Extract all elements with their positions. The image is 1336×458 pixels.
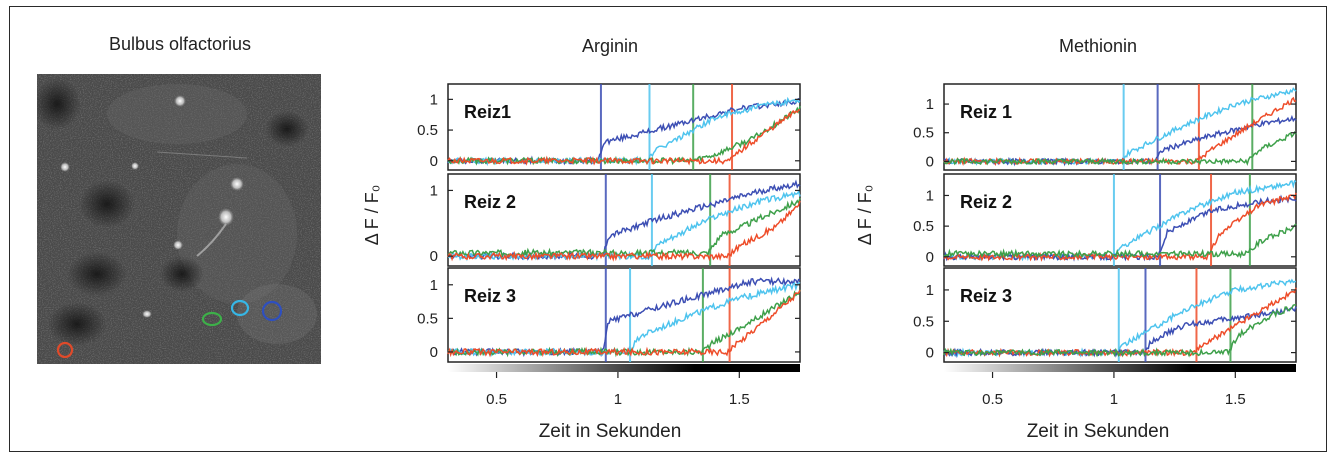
y-tick-label: 0 xyxy=(430,153,438,170)
roi-markers xyxy=(56,299,283,359)
y-tick-label: 1 xyxy=(926,187,934,204)
trace-green xyxy=(943,223,1297,259)
roi-cyan xyxy=(230,299,250,317)
x-tick-label: 0.5 xyxy=(982,391,1003,408)
panel-3: 0 0.5 1 Reiz 3 xyxy=(417,267,801,363)
panel-label: Reiz 2 xyxy=(464,192,516,212)
y-tick-label: 1 xyxy=(926,96,934,113)
x-tick-label: 1 xyxy=(614,391,622,408)
panel-frame xyxy=(447,83,801,171)
roi-blue xyxy=(261,300,283,322)
y-tick-label: 0 xyxy=(430,344,438,361)
trace-red xyxy=(447,289,801,358)
x-tick-label: 1.5 xyxy=(1225,391,1246,408)
y-tick-label: 1 xyxy=(430,91,438,108)
trace-red xyxy=(447,200,801,262)
trace-green xyxy=(943,303,1297,358)
panel-2: 0 1 Reiz 2 xyxy=(430,173,801,267)
panel-frame xyxy=(447,173,801,267)
y-tick-label: 0 xyxy=(926,345,934,362)
micrograph xyxy=(37,74,321,364)
y-tick-label: 0.5 xyxy=(913,125,934,142)
y-tick-label: 0 xyxy=(430,248,438,265)
panel-label: Reiz 3 xyxy=(464,286,516,306)
x-tick-label: 1 xyxy=(1110,391,1118,408)
y-tick-label: 0.5 xyxy=(417,310,438,327)
micrograph-title: Bulbus olfactorius xyxy=(108,34,252,54)
chart-arginin: Arginin Δ F / F₀ 0 0.5 1 Reiz1 0 1 Reiz 2 0 0.5 1 Re… xyxy=(362,36,801,442)
y-tick-label: 0 xyxy=(926,153,934,170)
micrograph-image xyxy=(37,74,321,364)
trace-blue xyxy=(943,306,1297,359)
roi-red xyxy=(56,341,74,359)
trace-red xyxy=(447,109,800,166)
panel-label: Reiz 2 xyxy=(960,192,1012,212)
panel-1: 0 0.5 1 Reiz1 xyxy=(417,83,801,171)
stimulus-ramp-bar xyxy=(944,364,1296,372)
x-axis-label: Zeit in Sekunden xyxy=(539,421,682,442)
panel-label: Reiz 3 xyxy=(960,286,1012,306)
y-tick-label: 0.5 xyxy=(417,122,438,139)
panel-3: 0 0.5 1 Reiz 3 xyxy=(913,267,1297,363)
panel-1: 0 0.5 1 Reiz 1 xyxy=(913,83,1297,171)
x-axis-label: Zeit in Sekunden xyxy=(1027,421,1170,442)
stimulus-ramp-bar xyxy=(448,364,800,372)
chart-title: Arginin xyxy=(582,36,638,56)
y-tick-label: 1 xyxy=(430,182,438,199)
y-tick-label: 0.5 xyxy=(913,313,934,330)
panel-label: Reiz 1 xyxy=(960,102,1012,122)
panel-label: Reiz1 xyxy=(464,102,511,122)
y-tick-label: 1 xyxy=(430,277,438,294)
trace-green xyxy=(943,130,1297,167)
chart-title: Methionin xyxy=(1059,36,1137,56)
panel-2: 0 0.5 1 Reiz 2 xyxy=(913,173,1297,267)
y-tick-label: 1 xyxy=(926,282,934,299)
y-axis-label: Δ F / F₀ xyxy=(362,185,382,246)
y-tick-label: 0 xyxy=(926,249,934,266)
y-axis-label: Δ F / F₀ xyxy=(855,185,875,246)
x-tick-label: 0.5 xyxy=(486,391,507,408)
panel-frame xyxy=(943,83,1297,171)
roi-green xyxy=(201,311,223,327)
x-tick-label: 1.5 xyxy=(729,391,750,408)
y-tick-label: 0.5 xyxy=(913,218,934,235)
figure-frame xyxy=(9,6,1327,452)
trace-green xyxy=(447,197,801,259)
